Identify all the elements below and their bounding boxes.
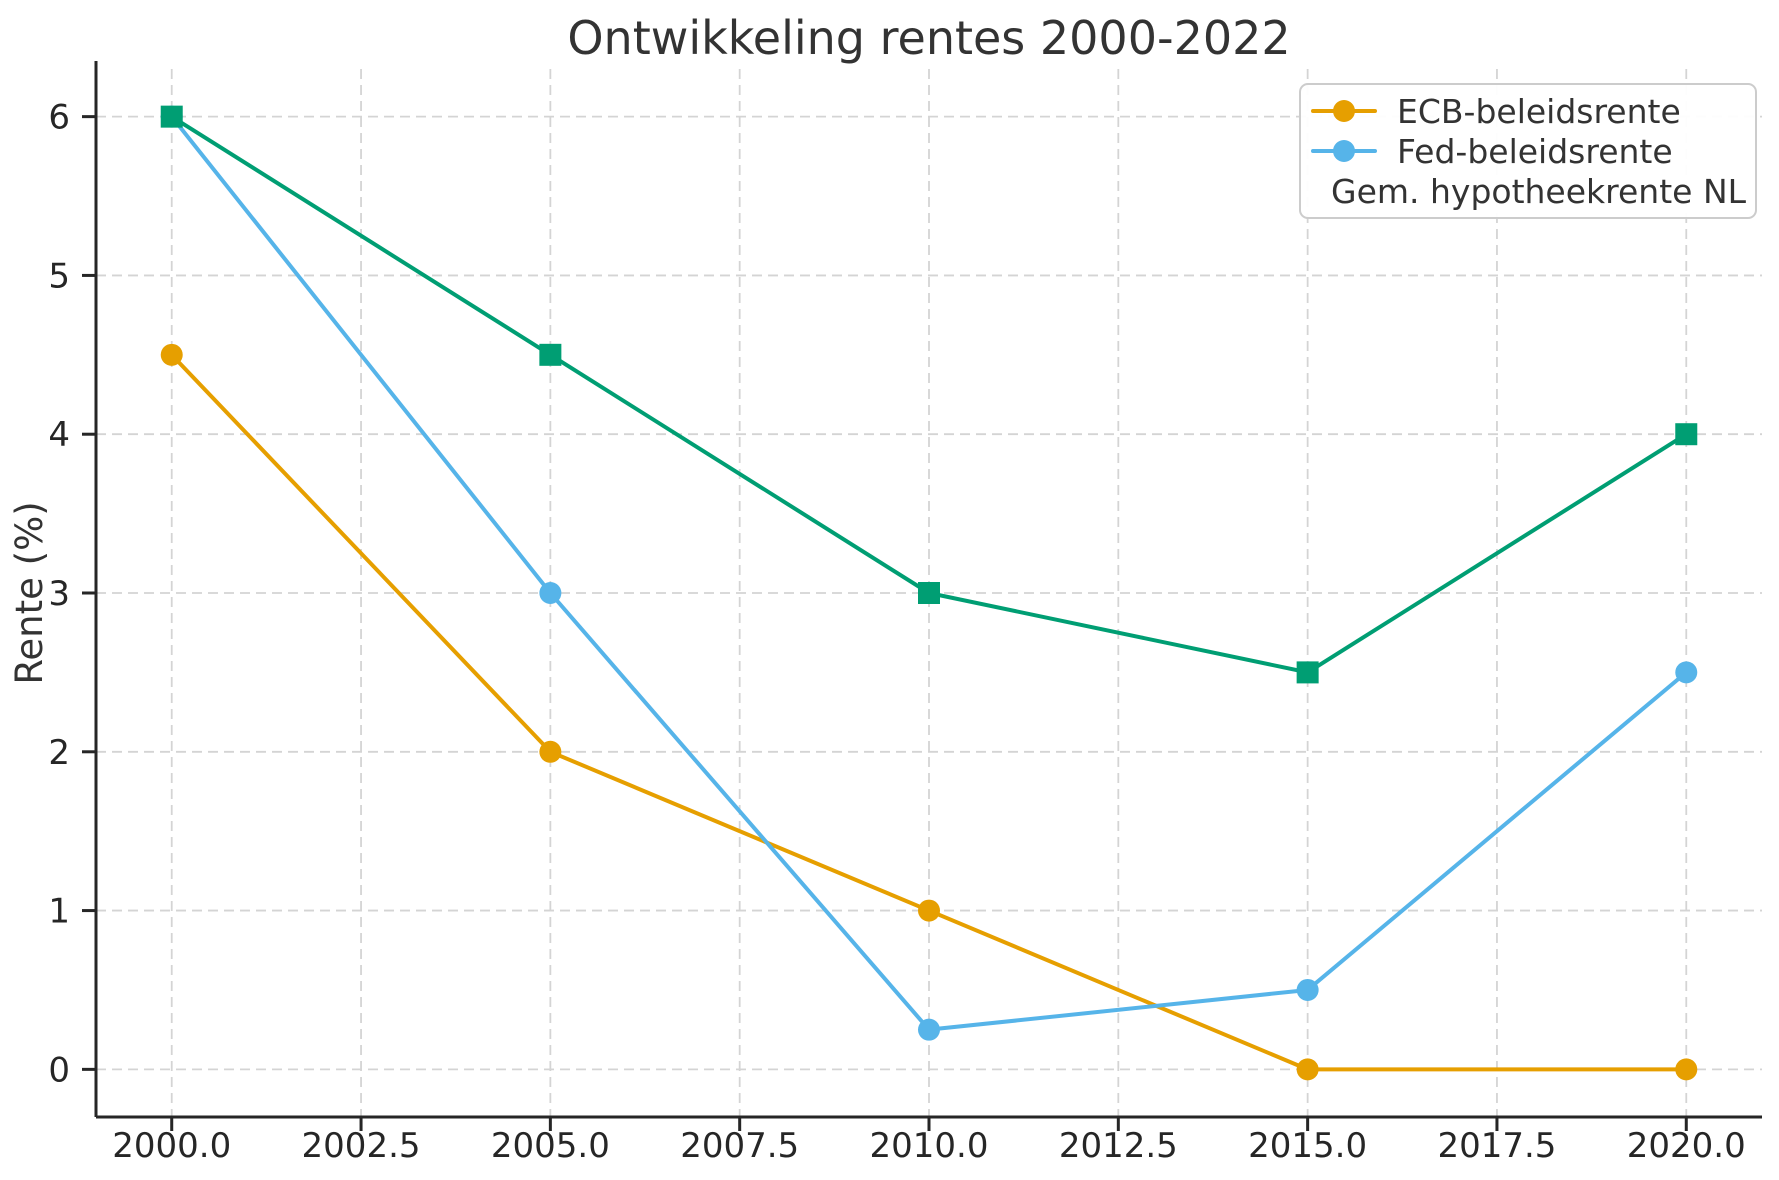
data-point-marker	[539, 740, 562, 763]
legend-item: Gem. hypotheekrente NL	[1311, 171, 1747, 211]
data-point-marker	[1675, 1058, 1698, 1081]
axis-ticks	[82, 115, 1688, 1131]
x-tick-label: 2010.0	[870, 1126, 989, 1166]
legend: ECB-beleidsrente Fed-beleidsrente Gem. hyp…	[1299, 83, 1757, 219]
y-tick-label: 5	[48, 256, 70, 296]
x-tick-label: 2005.0	[491, 1126, 610, 1166]
legend-sample-marker	[1333, 140, 1355, 162]
data-point-marker	[1296, 978, 1319, 1001]
x-tick-label: 2000.0	[112, 1126, 231, 1166]
x-tick-label: 2012.5	[1059, 1126, 1178, 1166]
data-point-marker	[160, 105, 183, 128]
y-tick-label: 6	[48, 98, 70, 138]
legend-label: Fed-beleidsrente	[1397, 131, 1673, 171]
data-point-marker	[918, 899, 940, 922]
data-point-marker	[160, 343, 183, 366]
y-tick-labels: 0 1 2 3 4 5 6	[48, 98, 70, 1091]
data-point-marker	[1296, 1058, 1319, 1081]
data-point-marker	[539, 582, 562, 604]
legend-item: ECB-beleidsrente	[1311, 91, 1745, 131]
legend-marker-icon	[1311, 140, 1377, 162]
data-point-marker	[539, 343, 562, 366]
legend-marker-icon	[1311, 100, 1377, 122]
data-point-marker	[1296, 661, 1319, 684]
x-tick-label: 2002.5	[302, 1126, 421, 1166]
data-series	[160, 105, 1698, 1081]
y-tick-label: 1	[48, 892, 70, 932]
data-point-marker	[918, 582, 940, 604]
y-tick-label: 0	[48, 1050, 70, 1090]
x-tick-label: 2007.5	[680, 1126, 799, 1166]
x-tick-label: 2020.0	[1627, 1126, 1746, 1166]
legend-sample-marker	[1333, 100, 1355, 122]
y-axis-label: Rente (%)	[8, 501, 51, 684]
y-tick-label: 4	[48, 415, 70, 455]
chart-title: Ontwikkeling rentes 2000-2022	[567, 11, 1290, 65]
x-tick-label: 2017.5	[1437, 1126, 1556, 1166]
data-point-marker	[918, 1018, 940, 1041]
legend-label: Gem. hypotheekrente NL	[1331, 171, 1747, 211]
x-tick-labels: 2000.0 2002.5 2005.0 2007.5 2010.0 2012.5 2015…	[112, 1126, 1746, 1166]
x-tick-label: 2015.0	[1248, 1126, 1367, 1166]
y-tick-label: 3	[48, 574, 70, 614]
legend-label: ECB-beleidsrente	[1397, 91, 1681, 131]
data-point-marker	[1675, 423, 1698, 446]
y-tick-label: 2	[48, 733, 70, 773]
legend-item: Fed-beleidsrente	[1311, 131, 1745, 171]
data-point-marker	[1675, 661, 1698, 684]
